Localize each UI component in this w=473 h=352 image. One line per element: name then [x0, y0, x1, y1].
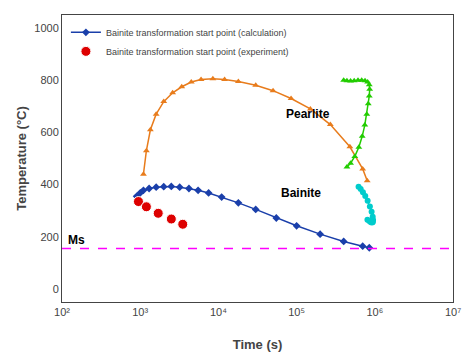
svg-text:10⁷: 10⁷ — [445, 306, 461, 318]
svg-text:400: 400 — [40, 178, 58, 190]
svg-text:Bainite: Bainite — [281, 186, 321, 200]
svg-text:10²: 10² — [54, 306, 70, 318]
svg-text:600: 600 — [40, 126, 58, 138]
svg-text:10³: 10³ — [132, 306, 148, 318]
svg-text:0: 0 — [53, 283, 59, 295]
svg-text:10⁴: 10⁴ — [210, 306, 227, 318]
svg-text:Pearlite: Pearlite — [286, 107, 330, 121]
svg-text:10⁶: 10⁶ — [366, 306, 383, 318]
svg-text:Ms: Ms — [68, 233, 85, 247]
svg-text:Time (s): Time (s) — [233, 337, 283, 352]
svg-text:800: 800 — [40, 74, 58, 86]
svg-text:Temperature (°C): Temperature (°C) — [14, 106, 29, 211]
svg-text:Bainite transformation start p: Bainite transformation start point (expe… — [106, 47, 289, 57]
svg-text:10⁵: 10⁵ — [288, 306, 305, 318]
svg-text:Bainite transformation start p: Bainite transformation start point (calc… — [106, 28, 287, 38]
svg-text:200: 200 — [40, 231, 58, 243]
svg-text:1000: 1000 — [34, 22, 58, 34]
